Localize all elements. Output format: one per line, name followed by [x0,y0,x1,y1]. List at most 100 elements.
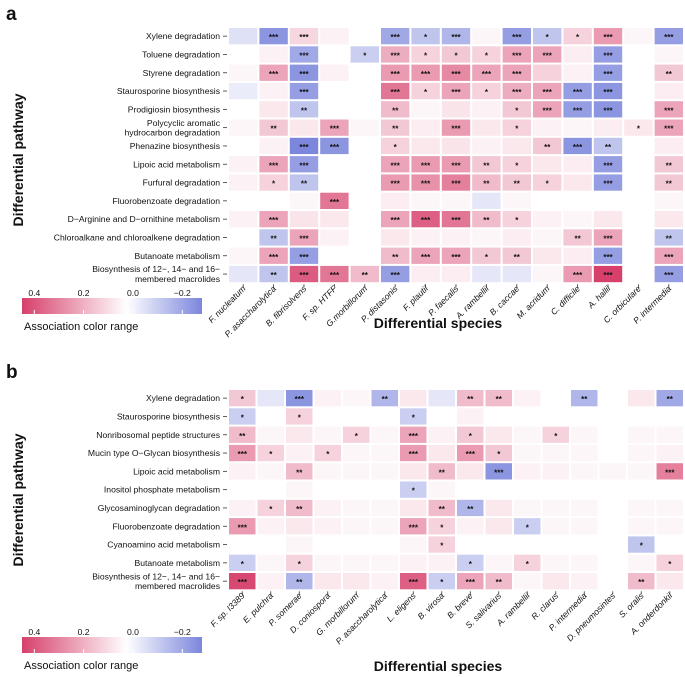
heatmap-cell [502,156,531,173]
heatmap-cell [485,444,512,462]
heatmap-cell [320,247,349,264]
heatmap-cell [229,265,258,283]
significance-stars: * [497,450,501,459]
row-label: Styrene degradation [143,68,221,78]
significance-stars: *** [451,180,461,189]
heatmap-cell [229,247,258,264]
heatmap-cell [320,64,349,81]
significance-stars: ** [362,271,369,280]
heatmap-cell [229,444,256,462]
significance-stars: *** [299,51,309,60]
significance-stars: ** [514,253,521,262]
heatmap-cell [654,119,683,136]
significance-stars: ** [296,505,303,514]
heatmap-cell [542,573,569,590]
heatmap-cell [533,82,562,100]
heatmap-cell [441,156,471,173]
significance-stars: * [515,161,519,170]
row-label-line: Styrene degradation [143,68,221,78]
heatmap-cell [563,247,592,264]
significance-stars: *** [664,253,674,262]
heatmap-cell [599,390,626,407]
heatmap-cell [563,119,592,136]
significance-stars: *** [421,180,431,189]
row-label: Inositol phosphate metabolism [104,485,220,495]
heatmap-cell [457,463,484,480]
significance-stars: *** [421,216,431,225]
heatmap-cell [593,46,623,63]
significance-stars: *** [603,51,613,60]
row-labels-b: Xylene degradation Staurosporine biosynth… [88,393,227,591]
heatmap-cell [571,536,598,553]
heatmap-cell [502,101,531,118]
heatmap-cell [229,192,258,209]
heatmap-cell [457,481,484,498]
heatmap-cell [314,426,341,443]
row-label: Cyanoamino acid metabolism [107,540,220,550]
significance-stars: * [637,125,641,134]
heatmap-cell [259,119,288,136]
significance-stars: * [440,523,444,532]
row-label: Butanoate metabolism [134,558,220,568]
row-label: Mucin type O−Glycan biosynthesis [88,448,220,458]
heatmap-cell [533,101,562,118]
heatmap-cell [593,119,623,136]
x-axis-title-a: Differential species [374,315,503,331]
heatmap-cell [229,573,256,590]
significance-stars: * [394,143,398,152]
significance-stars: *** [543,106,553,115]
heatmap-cell [654,192,683,209]
row-label: Staurosporine biosynthesis [117,411,220,421]
heatmap-cell [259,28,288,45]
significance-stars: * [424,33,428,42]
heatmap-cell [472,46,501,63]
significance-stars: * [454,51,458,60]
heatmap-cell [343,481,370,498]
heatmap-cell [472,64,501,81]
heatmap-cell [428,499,455,517]
significance-stars: ** [301,106,308,115]
heatmap-cell [441,46,471,63]
heatmap-cell [257,554,284,571]
legend-tick-label: 0.2 [78,627,90,637]
significance-stars: *** [299,161,309,170]
heatmap-cell [381,82,410,100]
significance-stars: *** [391,271,401,280]
heatmap-cell [400,390,427,407]
significance-stars: * [424,51,428,60]
heatmap-cell [457,426,484,443]
significance-stars: *** [269,216,279,225]
heatmap-cell [457,554,484,571]
heatmap-cell [656,426,683,443]
heatmap-cell [457,444,484,462]
significance-stars: *** [391,88,401,97]
heatmap-cell [229,229,258,246]
heatmap-cell [542,481,569,498]
significance-stars: *** [603,180,613,189]
heatmap-cell [563,137,592,155]
significance-stars: *** [512,88,522,97]
row-label-line: membered macrolides [135,581,220,591]
heatmap-cell [599,481,626,498]
heatmap-cell [229,554,256,571]
heatmap-cell [314,408,341,425]
significance-stars: *** [573,106,583,115]
row-label-line: D−Arginine and D−ornithine metabolism [68,214,220,224]
row-label: Xylene degradation [146,31,220,41]
row-label-line: Butanoate metabolism [134,558,220,568]
heatmap-cell [502,211,531,228]
significance-stars: ** [666,235,673,244]
significance-stars: * [576,33,580,42]
heatmap-cell [428,554,455,571]
heatmap-cell [411,82,440,100]
column-label: B. virosa [415,590,446,621]
heatmap-cell [257,573,284,590]
heatmap-cell [257,499,284,517]
panel-label-b: b [6,362,18,383]
legend-tick-label: 0.0 [127,288,139,298]
heatmap-cell [563,265,592,283]
heatmap-cell [654,64,683,81]
row-label: Nonribosomal peptide structures [96,430,220,440]
significance-stars: *** [573,88,583,97]
row-label-line: Butanoate metabolism [134,251,220,261]
